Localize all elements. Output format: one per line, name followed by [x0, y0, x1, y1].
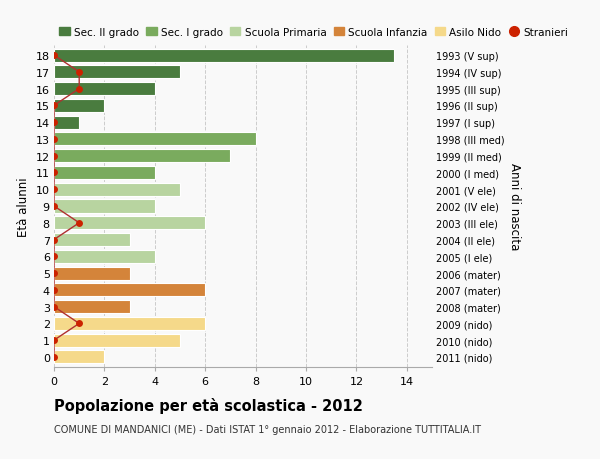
Bar [54, 334, 180, 347]
Bar [54, 284, 205, 297]
Bar [54, 167, 155, 179]
Y-axis label: Età alunni: Età alunni [17, 177, 30, 236]
Bar [54, 200, 155, 213]
Bar [54, 83, 155, 96]
Bar [54, 317, 205, 330]
Bar [54, 301, 130, 313]
Bar [54, 217, 205, 230]
Bar [54, 267, 130, 280]
Bar [54, 183, 180, 196]
Bar [54, 351, 104, 364]
Bar [54, 150, 230, 163]
Text: COMUNE DI MANDANICI (ME) - Dati ISTAT 1° gennaio 2012 - Elaborazione TUTTITALIA.: COMUNE DI MANDANICI (ME) - Dati ISTAT 1°… [54, 425, 481, 435]
Bar [54, 100, 104, 112]
Bar [54, 133, 256, 146]
Bar [54, 116, 79, 129]
Bar [54, 250, 155, 263]
Bar [54, 234, 130, 246]
Bar [54, 66, 180, 79]
Bar [54, 50, 394, 62]
Text: Popolazione per età scolastica - 2012: Popolazione per età scolastica - 2012 [54, 397, 363, 413]
Y-axis label: Anni di nascita: Anni di nascita [508, 163, 521, 250]
Legend: Sec. II grado, Sec. I grado, Scuola Primaria, Scuola Infanzia, Asilo Nido, Stran: Sec. II grado, Sec. I grado, Scuola Prim… [59, 28, 568, 38]
